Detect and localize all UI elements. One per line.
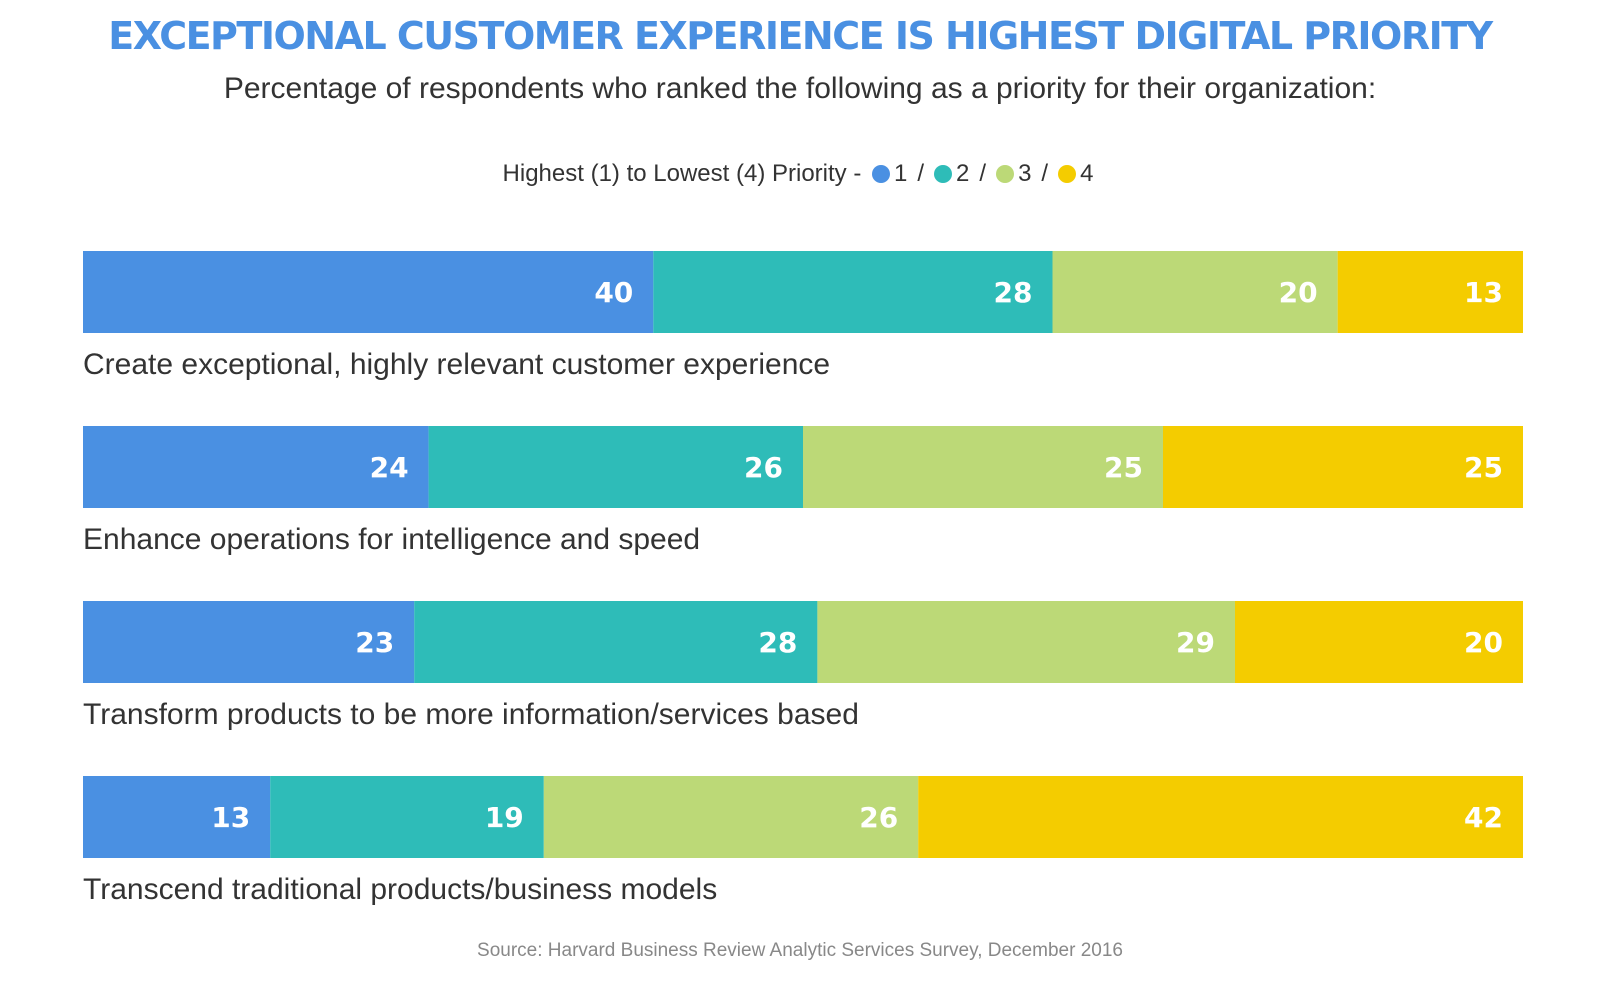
data-label: 19 bbox=[485, 801, 524, 834]
bar-segment bbox=[1052, 251, 1338, 333]
data-label: 20 bbox=[1279, 276, 1318, 309]
data-label: 28 bbox=[758, 626, 797, 659]
category-label: Create exceptional, highly relevant cust… bbox=[83, 348, 830, 381]
chart-title: EXCEPTIONAL CUSTOMER EXPERIENCE IS HIGHE… bbox=[108, 14, 1493, 58]
legend-label-1: 1 bbox=[894, 160, 908, 187]
data-label: 25 bbox=[1464, 451, 1503, 484]
legend-dot-3-icon bbox=[996, 165, 1015, 183]
legend-label-3: 3 bbox=[1018, 160, 1032, 187]
data-label: 28 bbox=[994, 276, 1033, 309]
bar-segment bbox=[1337, 251, 1523, 333]
bar-segment bbox=[803, 426, 1163, 508]
data-label: 13 bbox=[1464, 276, 1503, 309]
data-label: 26 bbox=[859, 801, 898, 834]
bar-segment bbox=[543, 776, 919, 858]
legend-label-4: 4 bbox=[1080, 160, 1094, 187]
legend-prefix: Highest (1) to Lowest (4) Priority - bbox=[502, 160, 862, 187]
chart-subtitle: Percentage of respondents who ranked the… bbox=[223, 72, 1377, 105]
bar-segment bbox=[918, 776, 1523, 858]
legend-separator: / bbox=[1041, 160, 1049, 187]
data-label: 26 bbox=[744, 451, 783, 484]
source-note: Source: Harvard Business Review Analytic… bbox=[477, 940, 1123, 961]
category-label: Transcend traditional products/business … bbox=[83, 873, 717, 906]
data-label: 20 bbox=[1464, 626, 1503, 659]
category-label: Enhance operations for intelligence and … bbox=[83, 523, 700, 556]
legend-label-2: 2 bbox=[956, 160, 970, 187]
bar-segment bbox=[653, 251, 1053, 333]
category-label: Transform products to be more informatio… bbox=[83, 698, 859, 731]
legend-item-1: 1 bbox=[872, 160, 907, 188]
bar-segment bbox=[414, 601, 818, 683]
legend-dot-2-icon bbox=[934, 165, 953, 183]
legend-dot-4-icon bbox=[1058, 165, 1077, 183]
legend-item-2: 2 bbox=[934, 160, 969, 188]
data-label: 23 bbox=[355, 626, 394, 659]
bar-segment bbox=[428, 426, 803, 508]
bar-segment bbox=[1163, 426, 1523, 508]
data-label: 40 bbox=[594, 276, 633, 309]
legend: Highest (1) to Lowest (4) Priority - 1 /… bbox=[0, 160, 1600, 188]
data-label: 25 bbox=[1104, 451, 1143, 484]
bar-segment bbox=[83, 426, 429, 508]
bar-segment bbox=[270, 776, 544, 858]
data-label: 29 bbox=[1176, 626, 1215, 659]
legend-item-4: 4 bbox=[1058, 160, 1093, 188]
legend-separator: / bbox=[979, 160, 987, 187]
bar-segment bbox=[83, 601, 415, 683]
legend-separator: / bbox=[917, 160, 925, 187]
bar-segment bbox=[83, 251, 654, 333]
data-label: 13 bbox=[211, 801, 250, 834]
legend-dot-1-icon bbox=[872, 165, 890, 183]
data-label: 24 bbox=[370, 451, 409, 484]
bar-segment bbox=[1235, 601, 1523, 683]
legend-item-3: 3 bbox=[996, 160, 1031, 188]
data-label: 42 bbox=[1464, 801, 1503, 834]
bar-segment bbox=[817, 601, 1235, 683]
bar-segment bbox=[83, 776, 271, 858]
